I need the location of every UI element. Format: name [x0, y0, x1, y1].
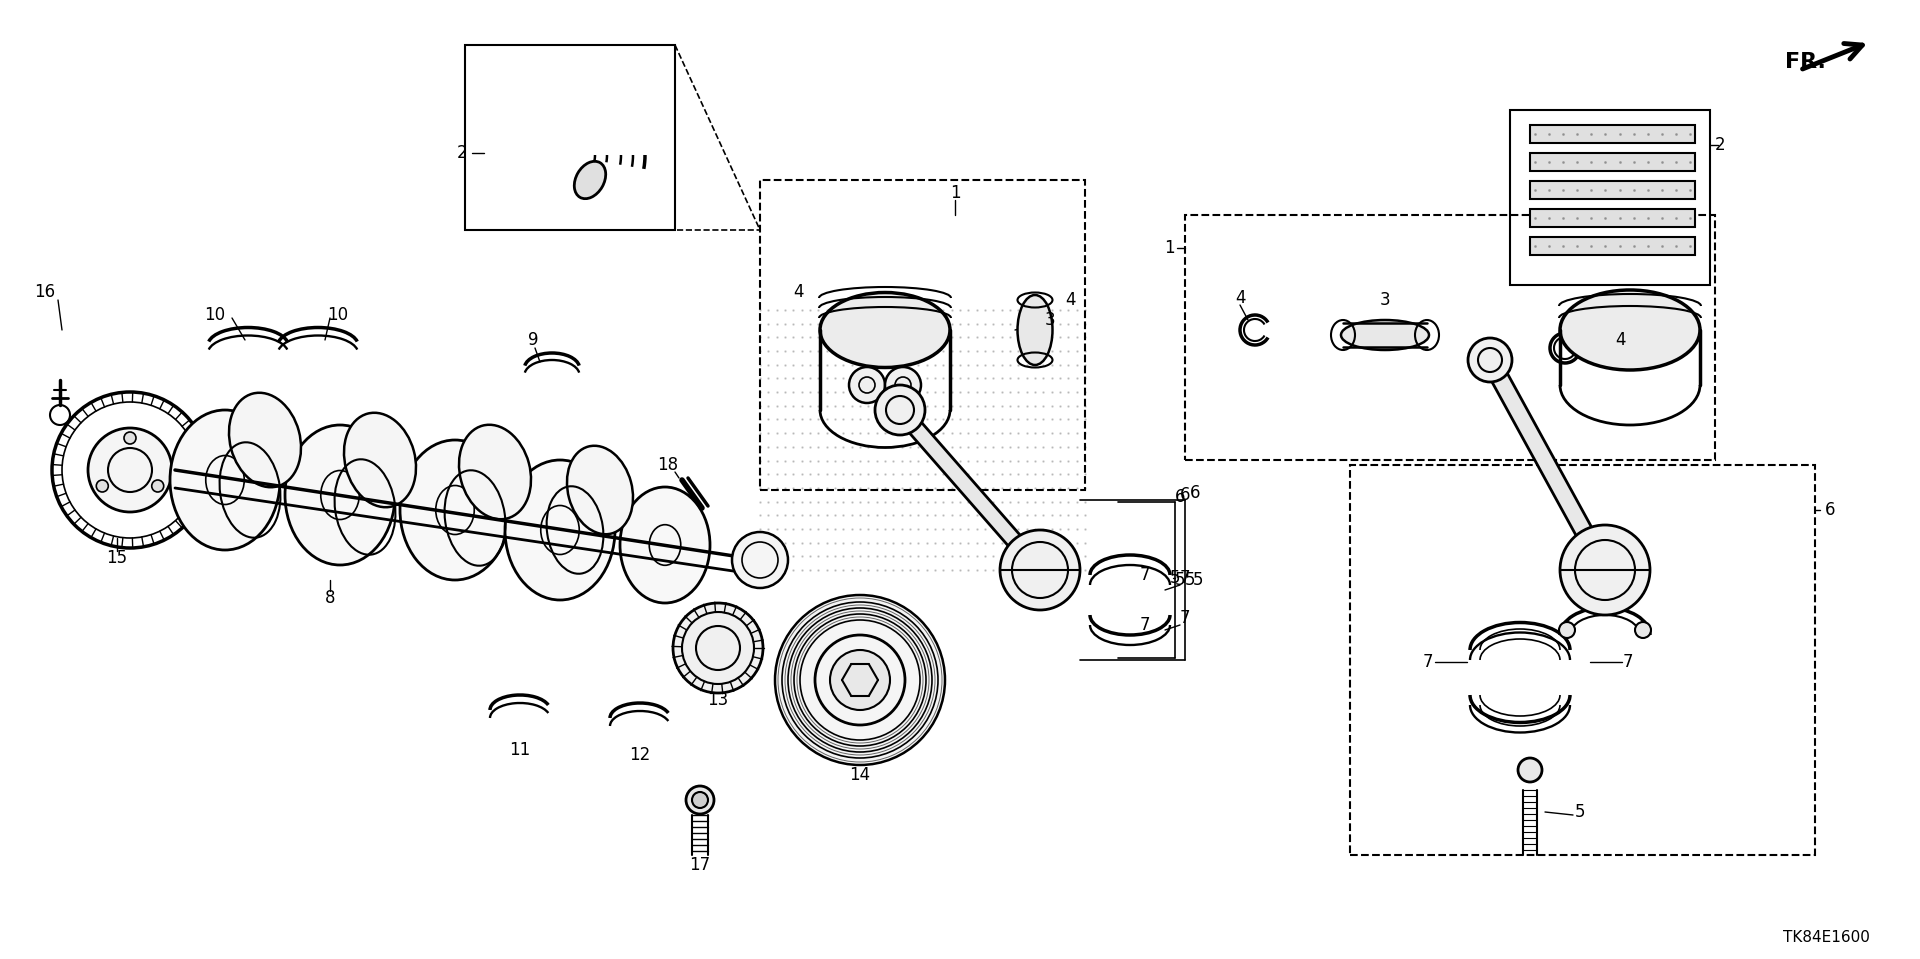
Ellipse shape — [1018, 295, 1052, 365]
Text: 8: 8 — [324, 589, 336, 607]
Circle shape — [152, 480, 163, 492]
Text: 7: 7 — [1179, 609, 1190, 627]
Text: 4: 4 — [1235, 289, 1246, 307]
Text: 7: 7 — [1622, 653, 1634, 671]
Ellipse shape — [1559, 290, 1699, 370]
Bar — [760, 180, 1085, 490]
Bar — [1530, 209, 1695, 227]
Text: 5: 5 — [1169, 569, 1181, 587]
Text: 4: 4 — [793, 283, 803, 301]
Ellipse shape — [459, 425, 532, 519]
Text: 3: 3 — [1380, 291, 1390, 309]
Ellipse shape — [228, 393, 301, 487]
Text: 1: 1 — [1164, 239, 1175, 257]
Text: 6: 6 — [1179, 486, 1190, 504]
Text: 9: 9 — [528, 331, 538, 349]
Circle shape — [776, 595, 945, 765]
Text: 1: 1 — [950, 184, 960, 202]
Text: 5: 5 — [1175, 571, 1185, 589]
Circle shape — [88, 428, 173, 512]
Text: 6: 6 — [1190, 484, 1200, 502]
Bar — [1530, 237, 1695, 255]
Text: 5: 5 — [1574, 803, 1586, 821]
Circle shape — [691, 792, 708, 808]
Bar — [1350, 465, 1814, 855]
Text: 6: 6 — [1175, 488, 1185, 506]
Circle shape — [732, 532, 787, 588]
Text: 7: 7 — [1423, 653, 1432, 671]
Text: 5: 5 — [1192, 571, 1204, 589]
Text: 4: 4 — [1615, 331, 1624, 349]
Text: 3: 3 — [1044, 311, 1056, 329]
Ellipse shape — [171, 410, 280, 550]
Circle shape — [685, 786, 714, 814]
Text: 7: 7 — [1140, 616, 1150, 634]
Text: 4: 4 — [1066, 291, 1075, 309]
Ellipse shape — [399, 440, 511, 580]
Text: TK84E1600: TK84E1600 — [1784, 930, 1870, 946]
Ellipse shape — [566, 446, 634, 534]
Ellipse shape — [574, 161, 605, 199]
Polygon shape — [1484, 354, 1611, 576]
Circle shape — [829, 650, 891, 710]
Text: 15: 15 — [106, 549, 127, 567]
Circle shape — [125, 432, 136, 444]
Ellipse shape — [620, 487, 710, 603]
Circle shape — [96, 480, 108, 492]
Circle shape — [876, 385, 925, 435]
Bar — [1509, 110, 1711, 285]
Bar — [1530, 181, 1695, 199]
Text: 5: 5 — [1185, 571, 1196, 589]
Text: 7: 7 — [1140, 566, 1150, 584]
Ellipse shape — [1340, 320, 1428, 350]
Text: 13: 13 — [707, 691, 728, 709]
Circle shape — [1559, 525, 1649, 615]
Circle shape — [674, 603, 762, 693]
Bar — [1530, 125, 1695, 143]
Text: 14: 14 — [849, 766, 870, 784]
Bar — [465, 45, 676, 230]
Text: 6: 6 — [1824, 501, 1836, 519]
Ellipse shape — [284, 425, 396, 565]
Text: 17: 17 — [689, 856, 710, 874]
Text: 12: 12 — [630, 746, 651, 764]
Circle shape — [1000, 530, 1079, 610]
Text: 2: 2 — [1715, 136, 1726, 154]
Circle shape — [1559, 622, 1574, 638]
Text: 2: 2 — [457, 144, 467, 162]
Text: 11: 11 — [509, 741, 530, 759]
Circle shape — [1519, 758, 1542, 782]
Ellipse shape — [820, 292, 950, 367]
Circle shape — [1636, 622, 1651, 638]
Bar — [1185, 215, 1715, 460]
Text: 18: 18 — [657, 456, 678, 474]
Text: 10: 10 — [204, 306, 225, 324]
Circle shape — [849, 367, 885, 403]
Circle shape — [1469, 338, 1513, 382]
Text: 16: 16 — [35, 283, 56, 301]
Ellipse shape — [344, 412, 417, 507]
Polygon shape — [895, 405, 1046, 575]
Text: 7: 7 — [1179, 569, 1190, 587]
Ellipse shape — [505, 460, 614, 600]
Text: FR.: FR. — [1786, 52, 1826, 72]
Text: 10: 10 — [328, 306, 349, 324]
Bar — [1530, 153, 1695, 171]
Circle shape — [885, 367, 922, 403]
